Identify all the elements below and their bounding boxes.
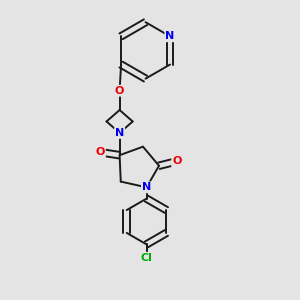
Text: O: O [172,156,182,166]
Text: Cl: Cl [141,253,152,263]
Text: N: N [165,31,175,41]
Text: N: N [115,128,124,138]
Text: O: O [96,147,105,157]
Text: N: N [142,182,151,192]
Text: O: O [115,86,124,96]
